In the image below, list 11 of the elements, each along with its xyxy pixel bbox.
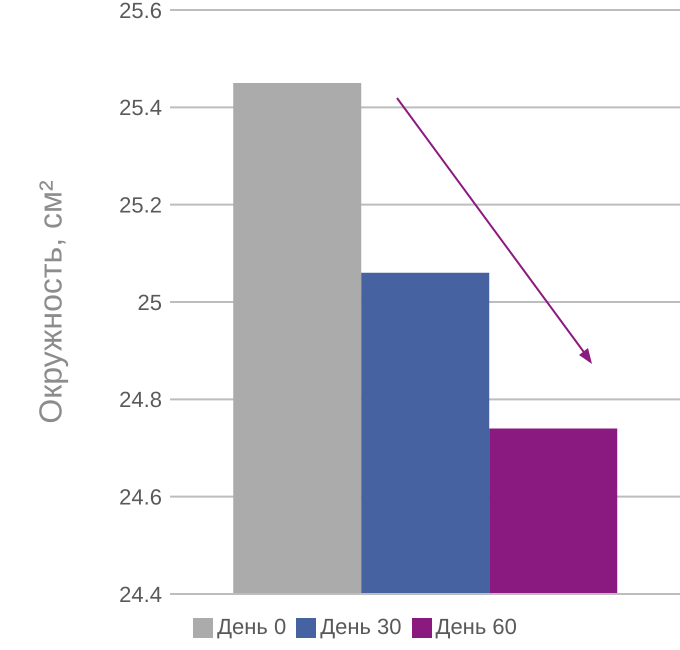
y-tick-label: 24.4 (119, 582, 162, 607)
y-tick-label: 25 (138, 290, 162, 315)
legend-label: День 30 (320, 614, 402, 639)
y-tick-label: 25.4 (119, 95, 162, 120)
y-tick-label: 24.8 (119, 387, 162, 412)
legend-label: День 60 (436, 614, 517, 639)
y-tick-label: 25.6 (119, 0, 162, 23)
y-axis-title: Окружность, см² (32, 180, 68, 424)
y-tick-label: 25.2 (119, 192, 162, 218)
y-tick-label: 24.6 (119, 484, 162, 510)
legend-label: День 0 (217, 614, 286, 639)
